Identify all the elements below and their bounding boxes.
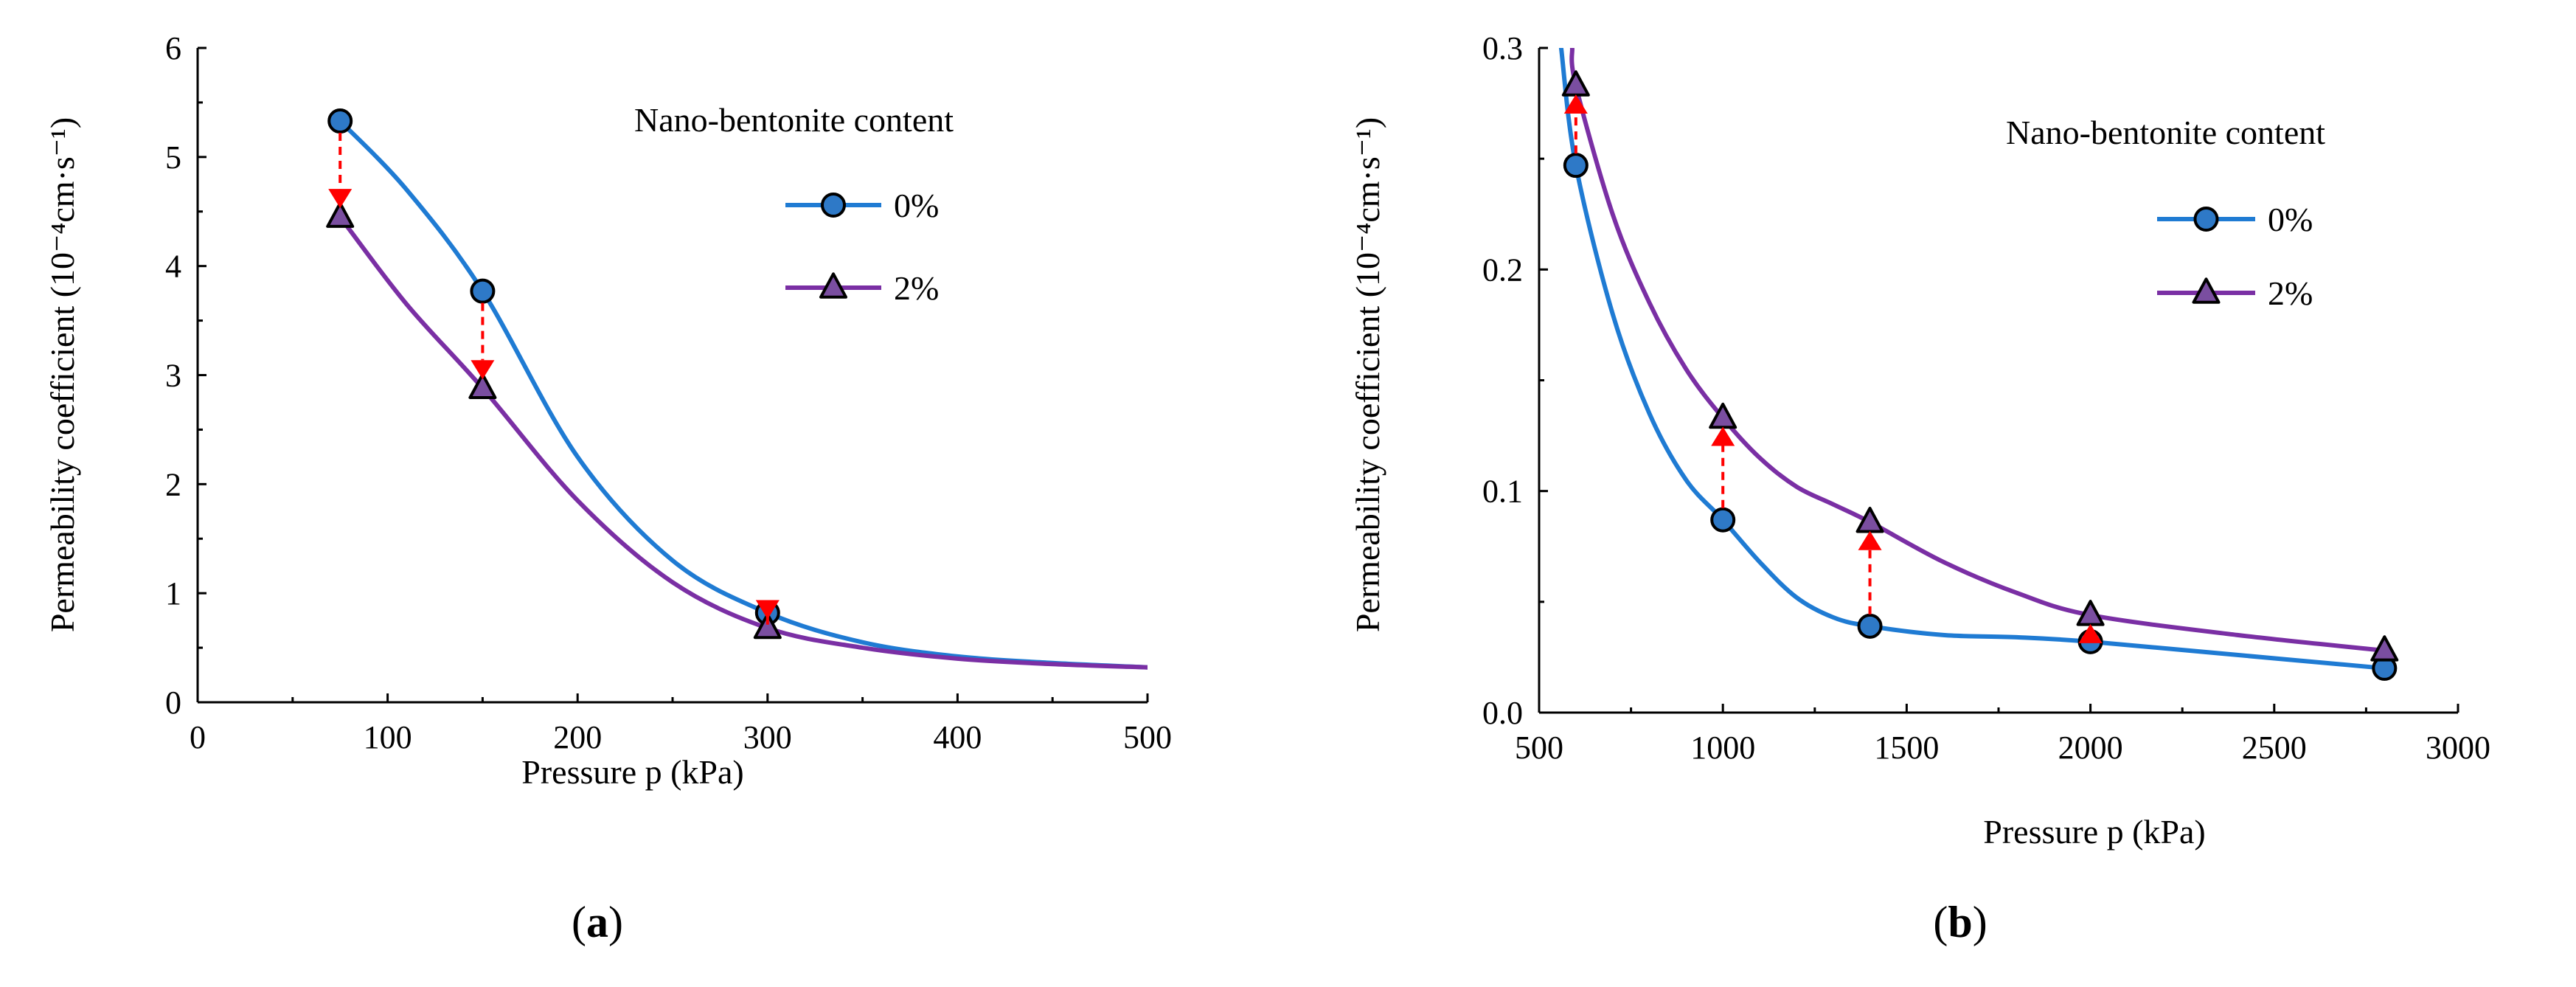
change-arrow-head [1858, 530, 1882, 550]
data-point-2pct [468, 373, 497, 399]
data-point-2pct [753, 612, 782, 640]
x-tick-label: 500 [1515, 730, 1563, 766]
legend-label-2pct: 2% [2268, 274, 2313, 312]
change-arrow-head [1563, 94, 1588, 114]
series-line-2pct [338, 215, 1148, 670]
x-tick-label: 1500 [1874, 730, 1939, 766]
y-tick-label: 0.1 [1482, 474, 1523, 510]
data-point-0pct [327, 108, 353, 134]
panel-label-close: ) [1973, 898, 1987, 946]
legend-marker-0pct [821, 193, 846, 218]
change-arrow-head [328, 189, 353, 209]
x-tick-label: 500 [1123, 719, 1172, 755]
series-line-0pct [338, 119, 1148, 670]
x-axis-title: Pressure p (kPa) [1983, 813, 2206, 851]
x-tick-label: 200 [553, 719, 602, 755]
y-tick-label: 5 [165, 139, 181, 176]
legend-title: Nano-bentonite content [2006, 114, 2325, 151]
series-line-2pct [1569, 48, 2387, 653]
legend-label-0pct: 0% [894, 187, 939, 224]
x-axis-title: Pressure p (kPa) [521, 753, 744, 791]
y-axis-title: Permeability coefficient (10⁻⁴cm·s⁻¹) [1349, 117, 1386, 632]
change-arrow-head [1711, 426, 1735, 446]
change-arrow-head [2078, 623, 2103, 643]
x-tick-label: 0 [190, 719, 206, 755]
panel-label-close: ) [608, 898, 623, 946]
panel-label-letter: a [586, 898, 608, 946]
y-tick-label: 2 [165, 466, 181, 502]
panel-label: (a) [572, 898, 623, 946]
data-point-0pct [1857, 613, 1883, 639]
legend-marker-2pct [2192, 277, 2221, 304]
y-tick-label: 1 [165, 575, 181, 612]
data-point-0pct [1563, 153, 1589, 179]
chart-a: 0 1 2 3 4 5 6 0 100 200 300 400 500 Pressure p (kPa) P… [44, 30, 1172, 946]
series-line-0pct [1558, 48, 2387, 671]
legend-title: Nano-bentonite content [634, 101, 954, 139]
x-tick-label: 3000 [2426, 730, 2490, 766]
panel-label: (b) [1933, 898, 1987, 946]
legend-marker-0pct [2193, 207, 2219, 232]
y-tick-label: 6 [165, 30, 181, 66]
panel-label-open: ( [572, 898, 586, 946]
chart-b: 0.0 0.1 0.2 0.3 500 1000 1500 2000 2500 3000 Press… [1349, 30, 2490, 946]
legend-marker-2pct [819, 272, 847, 299]
y-tick-label: 0 [165, 685, 181, 721]
panel-label-open: ( [1933, 898, 1948, 946]
x-tick-label: 100 [364, 719, 412, 755]
x-tick-label: 1000 [1690, 730, 1755, 766]
data-point-2pct [2370, 635, 2399, 662]
data-point-2pct [1561, 70, 1590, 97]
y-tick-label: 0.0 [1482, 695, 1523, 731]
panel-label-letter: b [1948, 898, 1972, 946]
legend-label-2pct: 2% [894, 269, 939, 307]
data-point-0pct [1710, 507, 1736, 533]
data-point-0pct [470, 278, 496, 304]
x-tick-label: 400 [933, 719, 982, 755]
y-tick-label: 4 [165, 249, 181, 285]
change-arrow-head [755, 600, 780, 620]
legend-label-0pct: 0% [2268, 201, 2313, 238]
x-tick-label: 2500 [2242, 730, 2307, 766]
y-tick-label: 3 [165, 358, 181, 394]
x-tick-label: 2000 [2058, 730, 2123, 766]
y-axis-title: Permeability coefficient (10⁻⁴cm·s⁻¹) [44, 117, 81, 632]
change-arrow-head [471, 360, 495, 380]
y-tick-label: 0.2 [1482, 252, 1523, 288]
y-tick-label: 0.3 [1482, 30, 1523, 66]
x-tick-label: 300 [743, 719, 792, 755]
data-point-2pct [326, 201, 355, 228]
